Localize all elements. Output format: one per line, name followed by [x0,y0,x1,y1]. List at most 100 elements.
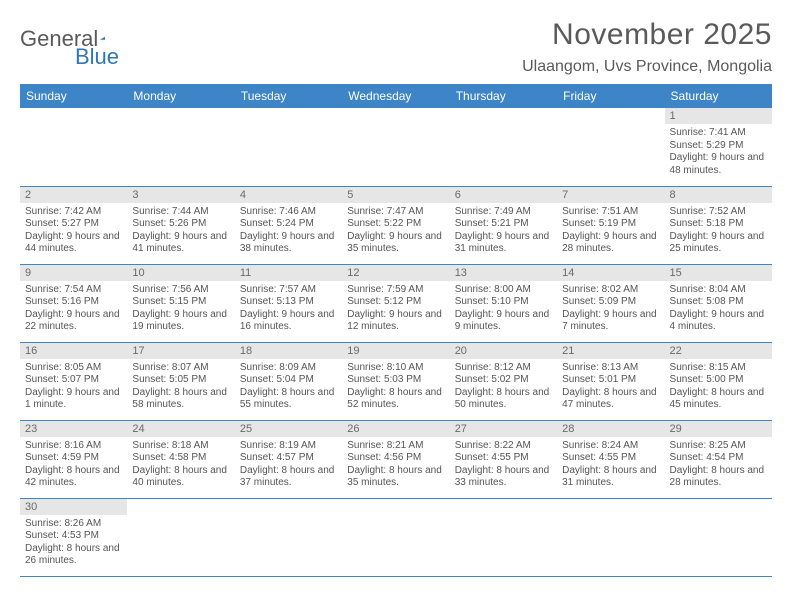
day-number-empty [450,499,557,515]
daylight-line: Daylight: 9 hours and 25 minutes. [670,231,767,256]
calendar-day-cell [665,498,772,576]
daylight-line: Daylight: 8 hours and 33 minutes. [455,465,552,490]
sunrise-line: Sunrise: 8:25 AM [670,440,767,453]
day-details: Sunrise: 8:22 AMSunset: 4:55 PMDaylight:… [450,437,557,493]
calendar-day-cell: 6 Sunrise: 7:49 AMSunset: 5:21 PMDaylight… [450,186,557,264]
sunset-line: Sunset: 5:08 PM [670,296,767,309]
day-details: Sunrise: 7:52 AMSunset: 5:18 PMDaylight:… [665,203,772,259]
sunset-line: Sunset: 5:19 PM [562,218,659,231]
sunset-line: Sunset: 5:01 PM [562,374,659,387]
calendar-day-cell: 2Sunrise: 7:42 AMSunset: 5:27 PMDaylight… [20,186,127,264]
day-number: 30 [20,499,127,515]
day-number: 15 [665,265,772,281]
day-details: Sunrise: 8:04 AMSunset: 5:08 PMDaylight:… [665,281,772,337]
calendar-day-cell: 27Sunrise: 8:22 AMSunset: 4:55 PMDayligh… [450,420,557,498]
day-number-empty [342,499,449,515]
calendar-day-cell [235,108,342,186]
day-details: Sunrise: 7:56 AMSunset: 5:15 PMDaylight:… [127,281,234,337]
daylight-line: Daylight: 9 hours and 31 minutes. [455,231,552,256]
daylight-line: Daylight: 9 hours and 9 minutes. [455,309,552,334]
sunset-line: Sunset: 4:54 PM [670,452,767,465]
sunset-line: Sunset: 5:27 PM [25,218,122,231]
sunrise-line: Sunrise: 7:52 AM [670,206,767,219]
calendar-header-row: SundayMondayTuesdayWednesdayThursdayFrid… [20,84,772,108]
daylight-line: Daylight: 8 hours and 50 minutes. [455,387,552,412]
day-number: 21 [557,343,664,359]
day-details: Sunrise: 8:13 AMSunset: 5:01 PMDaylight:… [557,359,664,415]
logo-text-blue: Blue [75,44,119,70]
weekday-header: Friday [557,84,664,108]
daylight-line: Daylight: 8 hours and 55 minutes. [240,387,337,412]
daylight-line: Daylight: 9 hours and 4 minutes. [670,309,767,334]
day-number-empty [557,108,664,124]
day-number: 18 [235,343,342,359]
day-number: 3 [127,187,234,203]
daylight-line: Daylight: 8 hours and 42 minutes. [25,465,122,490]
day-details: Sunrise: 8:05 AMSunset: 5:07 PMDaylight:… [20,359,127,415]
day-details: Sunrise: 8:02 AMSunset: 5:09 PMDaylight:… [557,281,664,337]
day-number: 28 [557,421,664,437]
calendar-day-cell: 22Sunrise: 8:15 AMSunset: 5:00 PMDayligh… [665,342,772,420]
calendar-day-cell: 24Sunrise: 8:18 AMSunset: 4:58 PMDayligh… [127,420,234,498]
calendar-day-cell: 23Sunrise: 8:16 AMSunset: 4:59 PMDayligh… [20,420,127,498]
day-number: 26 [342,421,449,437]
calendar-day-cell: 17Sunrise: 8:07 AMSunset: 5:05 PMDayligh… [127,342,234,420]
sunrise-line: Sunrise: 8:04 AM [670,284,767,297]
calendar-day-cell [342,108,449,186]
day-details: Sunrise: 7:59 AMSunset: 5:12 PMDaylight:… [342,281,449,337]
calendar-week-row: 16Sunrise: 8:05 AMSunset: 5:07 PMDayligh… [20,342,772,420]
day-number: 14 [557,265,664,281]
sunrise-line: Sunrise: 8:00 AM [455,284,552,297]
day-details: Sunrise: 7:44 AMSunset: 5:26 PMDaylight:… [127,203,234,259]
daylight-line: Daylight: 8 hours and 26 minutes. [25,543,122,568]
sunrise-line: Sunrise: 7:49 AM [455,206,552,219]
day-number: 4 [235,187,342,203]
daylight-line: Daylight: 9 hours and 19 minutes. [132,309,229,334]
sunrise-line: Sunrise: 8:05 AM [25,362,122,375]
calendar-day-cell [127,498,234,576]
day-details: Sunrise: 7:42 AMSunset: 5:27 PMDaylight:… [20,203,127,259]
sunrise-line: Sunrise: 7:54 AM [25,284,122,297]
day-details: Sunrise: 7:51 AMSunset: 5:19 PMDaylight:… [557,203,664,259]
day-number: 19 [342,343,449,359]
day-details: Sunrise: 7:41 AMSunset: 5:29 PMDaylight:… [665,124,772,180]
weekday-header: Wednesday [342,84,449,108]
calendar-day-cell: 9Sunrise: 7:54 AMSunset: 5:16 PMDaylight… [20,264,127,342]
sunrise-line: Sunrise: 8:12 AM [455,362,552,375]
day-details: Sunrise: 8:18 AMSunset: 4:58 PMDaylight:… [127,437,234,493]
daylight-line: Daylight: 8 hours and 47 minutes. [562,387,659,412]
day-number: 12 [342,265,449,281]
daylight-line: Daylight: 8 hours and 31 minutes. [562,465,659,490]
day-number-empty [665,499,772,515]
sunrise-line: Sunrise: 7:56 AM [132,284,229,297]
sunrise-line: Sunrise: 8:09 AM [240,362,337,375]
calendar-day-cell [235,498,342,576]
calendar-day-cell: 29Sunrise: 8:25 AMSunset: 4:54 PMDayligh… [665,420,772,498]
sunrise-line: Sunrise: 8:21 AM [347,440,444,453]
sunrise-line: Sunrise: 8:19 AM [240,440,337,453]
calendar-day-cell: 12Sunrise: 7:59 AMSunset: 5:12 PMDayligh… [342,264,449,342]
sunrise-line: Sunrise: 7:47 AM [347,206,444,219]
day-details: Sunrise: 8:12 AMSunset: 5:02 PMDaylight:… [450,359,557,415]
day-number: 20 [450,343,557,359]
sunrise-line: Sunrise: 8:26 AM [25,518,122,531]
calendar-week-row: 2Sunrise: 7:42 AMSunset: 5:27 PMDaylight… [20,186,772,264]
daylight-line: Daylight: 8 hours and 45 minutes. [670,387,767,412]
title-block: November 2025 Ulaangom, Uvs Province, Mo… [522,18,772,76]
sunrise-line: Sunrise: 8:22 AM [455,440,552,453]
calendar-day-cell: 7Sunrise: 7:51 AMSunset: 5:19 PMDaylight… [557,186,664,264]
sunset-line: Sunset: 5:21 PM [455,218,552,231]
daylight-line: Daylight: 9 hours and 1 minute. [25,387,122,412]
day-number: 24 [127,421,234,437]
calendar-day-cell [557,498,664,576]
day-number-empty [20,108,127,124]
calendar-day-cell [20,108,127,186]
sunset-line: Sunset: 5:22 PM [347,218,444,231]
calendar-day-cell: 1Sunrise: 7:41 AMSunset: 5:29 PMDaylight… [665,108,772,186]
daylight-line: Daylight: 9 hours and 22 minutes. [25,309,122,334]
sunset-line: Sunset: 5:00 PM [670,374,767,387]
day-number: 6 [450,187,557,203]
sunrise-line: Sunrise: 7:59 AM [347,284,444,297]
day-number-empty [557,499,664,515]
day-number: 8 [665,187,772,203]
